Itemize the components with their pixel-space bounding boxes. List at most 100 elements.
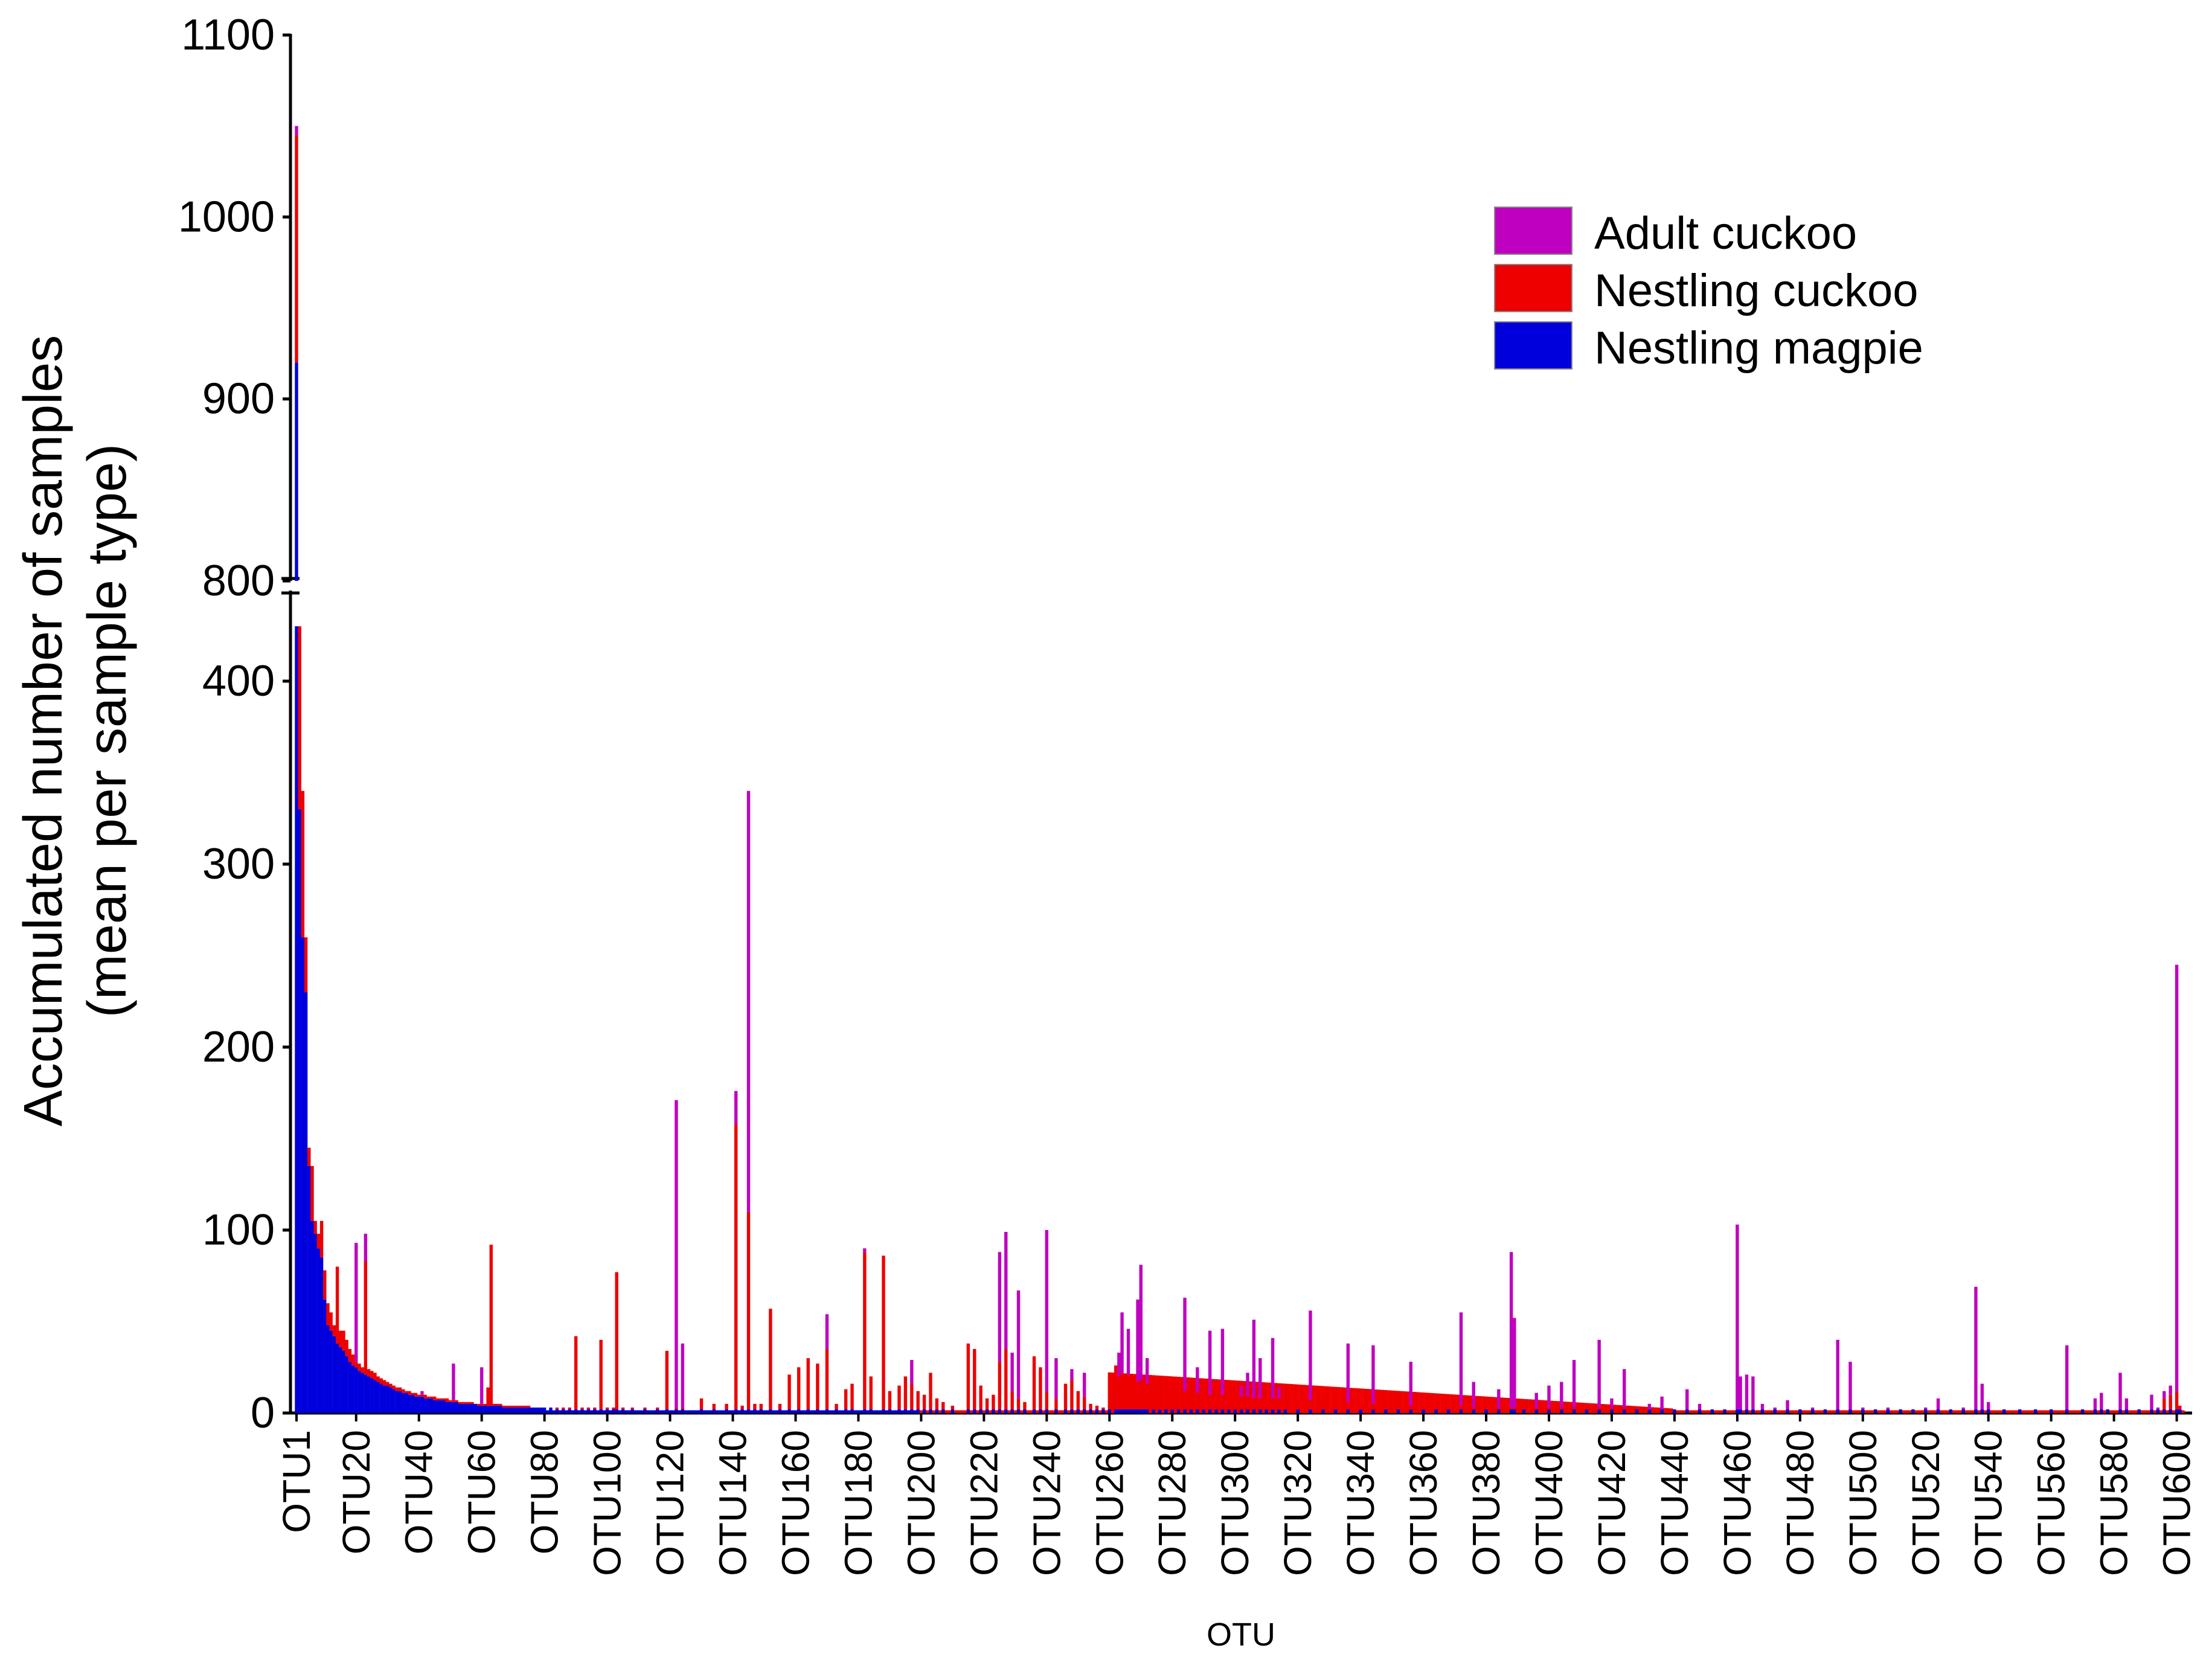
bar-baseline bbox=[1990, 1410, 1993, 1413]
bar-nestling-cuckoo bbox=[1246, 1396, 1249, 1409]
bar-baseline bbox=[640, 1410, 644, 1413]
bar-nestling-cuckoo bbox=[524, 1405, 528, 1408]
bar-adult-cuckoo bbox=[1045, 1230, 1049, 1391]
bar-nestling-magpie bbox=[1214, 1409, 1218, 1413]
bar-nestling-cuckoo bbox=[339, 1330, 342, 1347]
bar-nestling-cuckoo-baseline bbox=[1419, 1392, 1422, 1413]
bar-nestling-cuckoo-baseline bbox=[1324, 1386, 1328, 1413]
bar-nestling-magpie bbox=[332, 1336, 336, 1413]
bar-nestling-cuckoo bbox=[1371, 1403, 1375, 1409]
bar-nestling-cuckoo bbox=[395, 1387, 399, 1391]
bar-baseline bbox=[1020, 1410, 1024, 1413]
bar-nestling-magpie bbox=[1004, 1409, 1008, 1413]
bar-nestling-cuckoo-baseline bbox=[1462, 1395, 1466, 1413]
bar-nestling-magpie bbox=[417, 1396, 421, 1413]
y-tick-label-upper: 1000 bbox=[178, 193, 275, 241]
bar-adult-cuckoo bbox=[1560, 1382, 1563, 1408]
bar-nestling-magpie bbox=[1798, 1409, 1802, 1413]
bar-nestling-cuckoo bbox=[479, 1403, 484, 1406]
bar-baseline bbox=[2153, 1410, 2156, 1413]
bar-nestling-cuckoo-baseline bbox=[1149, 1375, 1152, 1413]
bar-baseline bbox=[1839, 1410, 1843, 1413]
bar-nestling-magpie bbox=[1873, 1409, 1877, 1413]
bar-nestling-cuckoo bbox=[420, 1394, 424, 1397]
bar-nestling-cuckoo-baseline bbox=[1487, 1397, 1491, 1413]
bar-nestling-cuckoo bbox=[778, 1403, 782, 1409]
bar-baseline bbox=[672, 1410, 675, 1413]
bar-nestling-magpie bbox=[1189, 1409, 1193, 1413]
bar-baseline bbox=[678, 1410, 681, 1413]
bar-adult-cuckoo bbox=[2124, 1398, 2129, 1409]
bar-nestling-cuckoo bbox=[382, 1380, 386, 1386]
bar-nestling-magpie bbox=[612, 1409, 615, 1413]
bar-nestling-magpie bbox=[370, 1378, 374, 1413]
bar-nestling-magpie bbox=[1610, 1409, 1614, 1413]
bar-nestling-cuckoo bbox=[402, 1389, 405, 1393]
bar-baseline bbox=[2046, 1410, 2050, 1413]
bar-baseline bbox=[938, 1410, 942, 1413]
bar-baseline bbox=[1029, 1410, 1033, 1413]
bar-nestling-cuckoo bbox=[1459, 1405, 1463, 1409]
bar-nestling-cuckoo bbox=[1095, 1405, 1099, 1409]
bar-nestling-magpie bbox=[1158, 1409, 1162, 1413]
y-ticks-upper: 800 900 1000 1100 bbox=[178, 11, 290, 605]
bar-adult-cuckoo bbox=[1136, 1299, 1140, 1382]
bar-adult-cuckoo bbox=[1623, 1369, 1626, 1408]
bar-nestling-magpie bbox=[929, 1409, 932, 1413]
bar-nestling-cuckoo bbox=[319, 1220, 324, 1258]
bar-baseline bbox=[636, 1410, 641, 1413]
bar-nestling-cuckoo bbox=[1016, 1398, 1021, 1409]
bar-baseline bbox=[722, 1410, 725, 1413]
bar-nestling-magpie bbox=[643, 1409, 647, 1413]
bar-nestling-cuckoo-baseline bbox=[1594, 1403, 1598, 1413]
bar-baseline bbox=[2087, 1410, 2091, 1413]
bar-nestling-magpie bbox=[335, 1343, 339, 1413]
bar-nestling-cuckoo bbox=[916, 1391, 920, 1409]
bar-baseline bbox=[1795, 1410, 1799, 1413]
bar-nestling-cuckoo-baseline bbox=[1481, 1396, 1485, 1413]
bar-nestling-cuckoo-baseline bbox=[1607, 1404, 1611, 1413]
bar-nestling-cuckoo-baseline bbox=[1155, 1375, 1158, 1413]
bar-nestling-cuckoo bbox=[1004, 1348, 1008, 1409]
bar-nestling-cuckoo bbox=[411, 1392, 415, 1395]
x-tick-label: OTU1 bbox=[275, 1430, 318, 1533]
legend-swatch-adult-cuckoo bbox=[1494, 207, 1572, 255]
bar-nestling-magpie bbox=[1095, 1409, 1099, 1413]
bar-baseline bbox=[1940, 1410, 1943, 1413]
bar-nestling-magpie bbox=[1227, 1409, 1231, 1413]
x-tick-label: OTU380 bbox=[1464, 1430, 1508, 1576]
bar-nestling-magpie bbox=[2162, 1409, 2166, 1413]
bar-baseline bbox=[1896, 1410, 1899, 1413]
bar-nestling-cuckoo bbox=[495, 1403, 499, 1406]
bar-nestling-magpie bbox=[1723, 1409, 1726, 1413]
bar-nestling-cuckoo-baseline bbox=[1425, 1392, 1428, 1413]
bar-nestling-magpie bbox=[386, 1385, 390, 1413]
bar-adult-cuckoo bbox=[1208, 1330, 1212, 1395]
bar-nestling-magpie bbox=[1434, 1409, 1438, 1413]
bar-baseline bbox=[2071, 1410, 2075, 1413]
bar-nestling-cuckoo bbox=[1176, 1389, 1181, 1409]
bar-nestling-magpie bbox=[1032, 1409, 1036, 1413]
bar-nestling-magpie bbox=[1183, 1409, 1187, 1413]
bar-baseline bbox=[743, 1410, 748, 1413]
bar-adult-cuckoo bbox=[2169, 1385, 2172, 1395]
bar-nestling-cuckoo-baseline bbox=[1663, 1408, 1667, 1413]
bar-nestling-cuckoo bbox=[1145, 1383, 1149, 1409]
bar-nestling-cuckoo-baseline bbox=[1540, 1400, 1545, 1413]
bar-nestling-cuckoo bbox=[502, 1405, 505, 1408]
bar-adult-cuckoo bbox=[1647, 1403, 1652, 1409]
bar-nestling-magpie bbox=[1133, 1409, 1136, 1413]
x-tick-label: OTU220 bbox=[962, 1430, 1005, 1576]
bar-nestling-cuckoo bbox=[966, 1343, 970, 1409]
bar-adult-cuckoo bbox=[1509, 1252, 1513, 1408]
bar-nestling-magpie bbox=[1751, 1409, 1755, 1413]
bar-nestling-cuckoo bbox=[1497, 1407, 1501, 1409]
bar-nestling-cuckoo bbox=[326, 1303, 330, 1325]
bar-nestling-cuckoo bbox=[364, 1261, 368, 1375]
bar-nestling-cuckoo bbox=[844, 1389, 848, 1409]
bar-nestling-cuckoo-baseline bbox=[1265, 1382, 1268, 1413]
bar-nestling-magpie bbox=[1647, 1409, 1652, 1413]
bar-baseline bbox=[1943, 1410, 1946, 1413]
bar-baseline bbox=[646, 1410, 650, 1413]
bar-nestling-cuckoo bbox=[376, 1376, 380, 1382]
